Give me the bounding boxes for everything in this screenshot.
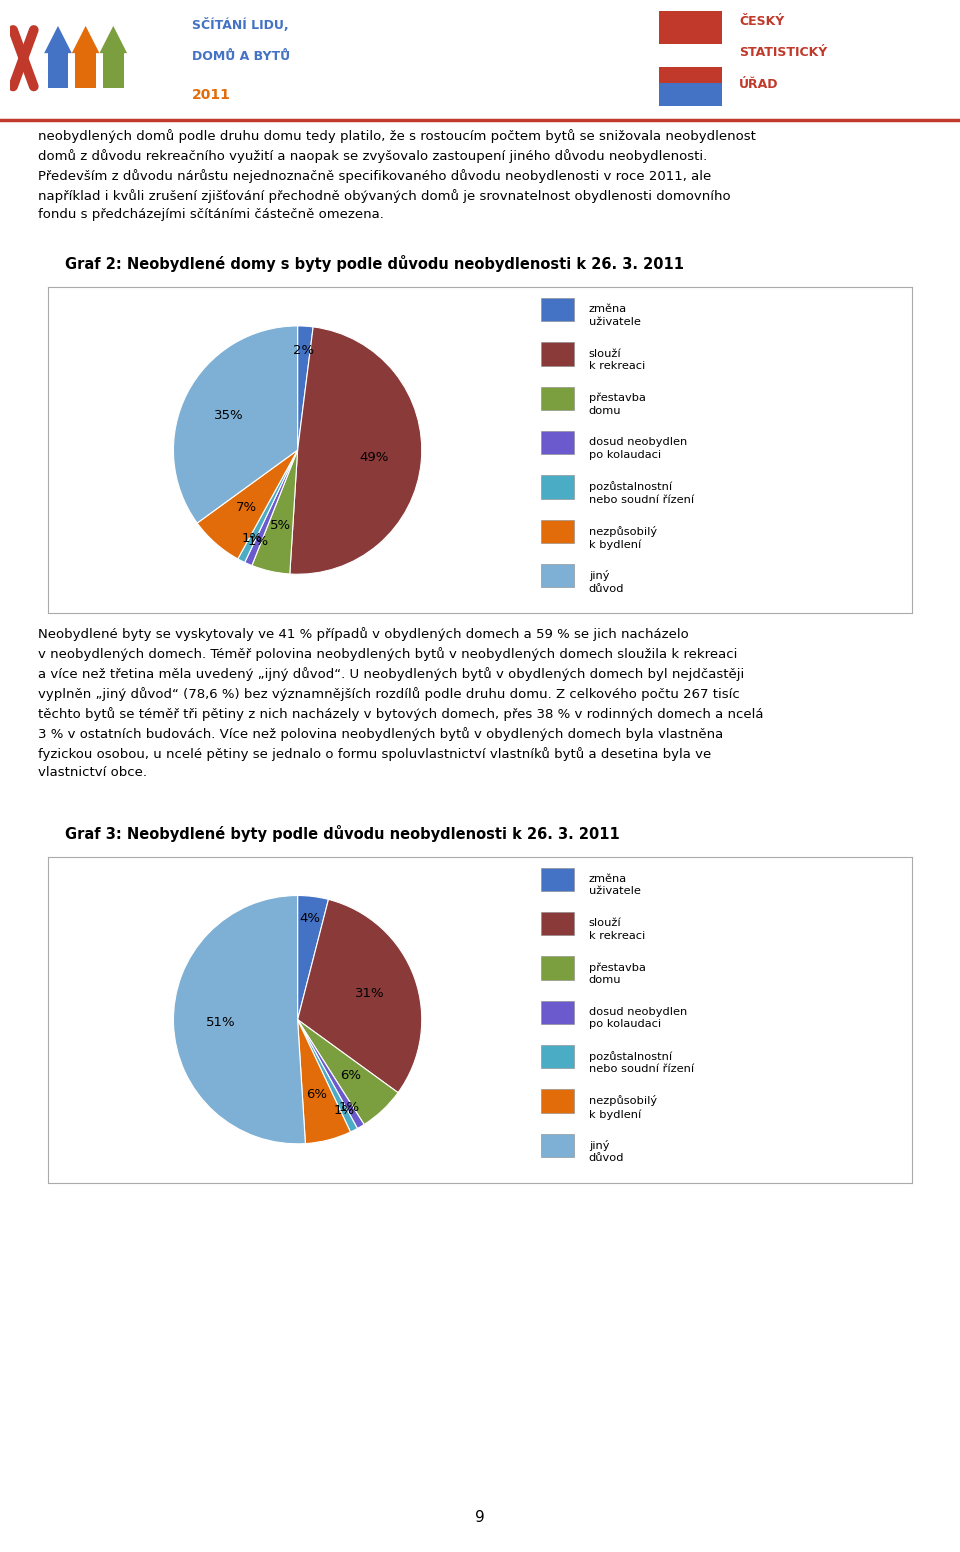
FancyBboxPatch shape [541, 913, 574, 936]
Wedge shape [298, 896, 328, 1020]
Text: nezpůsobilý
k bydlení: nezpůsobilý k bydlení [588, 526, 657, 549]
Wedge shape [298, 1020, 364, 1128]
Text: Neobydlené byty se vyskytovaly ve 41 % případů v obydlených domech a 59 % se jic: Neobydlené byty se vyskytovaly ve 41 % p… [38, 627, 764, 779]
Text: přestavba
domu: přestavba domu [588, 962, 645, 986]
Wedge shape [298, 1020, 350, 1144]
Text: 6%: 6% [340, 1069, 361, 1082]
Text: neobydlených domů podle druhu domu tedy platilo, že s rostoucím počtem bytů se s: neobydlených domů podle druhu domu tedy … [38, 129, 756, 222]
FancyBboxPatch shape [659, 84, 722, 107]
Text: jiný
důvod: jiný důvod [588, 1139, 624, 1164]
FancyBboxPatch shape [541, 1133, 574, 1156]
Text: slouží
k rekreaci: slouží k rekreaci [588, 919, 645, 941]
FancyBboxPatch shape [541, 343, 574, 366]
Text: Graf 2: Neobydlené domy s byty podle důvodu neobydlenosti k 26. 3. 2011: Graf 2: Neobydlené domy s byty podle dův… [65, 256, 684, 272]
FancyBboxPatch shape [541, 431, 574, 455]
Wedge shape [298, 1020, 398, 1125]
Text: DOMŮ A BYTŮ: DOMŮ A BYTŮ [192, 50, 290, 64]
Wedge shape [174, 326, 298, 523]
Text: 7%: 7% [236, 501, 257, 514]
Text: dosud neobydlen
po kolaudaci: dosud neobydlen po kolaudaci [588, 1007, 687, 1029]
Text: dosud neobydlen
po kolaudaci: dosud neobydlen po kolaudaci [588, 438, 687, 459]
FancyBboxPatch shape [541, 868, 574, 891]
Wedge shape [174, 896, 305, 1144]
FancyBboxPatch shape [75, 53, 96, 88]
FancyBboxPatch shape [659, 43, 722, 67]
Text: 4%: 4% [300, 913, 321, 925]
Text: ÚŘAD: ÚŘAD [739, 78, 779, 92]
Polygon shape [44, 26, 72, 53]
Wedge shape [290, 327, 421, 574]
Text: ČESKÝ: ČESKÝ [739, 14, 784, 28]
Text: 2011: 2011 [192, 88, 230, 102]
FancyBboxPatch shape [541, 1090, 574, 1113]
Wedge shape [298, 326, 313, 450]
FancyBboxPatch shape [541, 475, 574, 498]
FancyBboxPatch shape [103, 53, 124, 88]
Text: pozůstalnostní
nebo soudní řízení: pozůstalnostní nebo soudní řízení [588, 481, 694, 504]
Text: pozůstalnostní
nebo soudní řízení: pozůstalnostní nebo soudní řízení [588, 1051, 694, 1074]
Text: 9: 9 [475, 1510, 485, 1524]
Text: 2%: 2% [293, 345, 314, 357]
FancyBboxPatch shape [48, 53, 68, 88]
Text: Graf 3: Neobydlené byty podle důvodu neobydlenosti k 26. 3. 2011: Graf 3: Neobydlené byty podle důvodu neo… [65, 826, 619, 841]
Text: 1%: 1% [333, 1103, 354, 1117]
Wedge shape [245, 450, 298, 565]
Text: změna
uživatele: změna uživatele [588, 304, 640, 326]
Text: 5%: 5% [271, 518, 292, 532]
Text: 35%: 35% [214, 408, 244, 422]
Wedge shape [238, 450, 298, 562]
FancyBboxPatch shape [541, 1044, 574, 1068]
FancyBboxPatch shape [541, 520, 574, 543]
FancyBboxPatch shape [659, 11, 722, 107]
Text: 1%: 1% [242, 532, 263, 545]
Polygon shape [72, 26, 100, 53]
Text: 49%: 49% [360, 450, 389, 464]
Text: STATISTICKÝ: STATISTICKÝ [739, 47, 828, 59]
Text: 1%: 1% [248, 535, 269, 548]
Text: přestavba
domu: přestavba domu [588, 393, 645, 416]
Wedge shape [298, 1020, 357, 1131]
FancyBboxPatch shape [541, 298, 574, 321]
FancyBboxPatch shape [541, 563, 574, 587]
Text: SČÍTÁNÍ LIDU,: SČÍTÁNÍ LIDU, [192, 17, 289, 33]
Text: jiný
důvod: jiný důvod [588, 570, 624, 594]
Text: nezpůsobilý
k bydlení: nezpůsobilý k bydlení [588, 1096, 657, 1119]
Text: 6%: 6% [306, 1088, 327, 1100]
Text: 51%: 51% [205, 1015, 235, 1029]
Polygon shape [100, 26, 127, 53]
FancyBboxPatch shape [541, 386, 574, 410]
Wedge shape [197, 450, 298, 559]
FancyBboxPatch shape [541, 956, 574, 979]
Text: 31%: 31% [355, 987, 385, 999]
FancyBboxPatch shape [541, 1001, 574, 1024]
Wedge shape [298, 900, 421, 1093]
Text: slouží
k rekreaci: slouží k rekreaci [588, 349, 645, 371]
Wedge shape [252, 450, 298, 574]
Text: změna
uživatele: změna uživatele [588, 874, 640, 896]
Text: 1%: 1% [339, 1100, 360, 1114]
